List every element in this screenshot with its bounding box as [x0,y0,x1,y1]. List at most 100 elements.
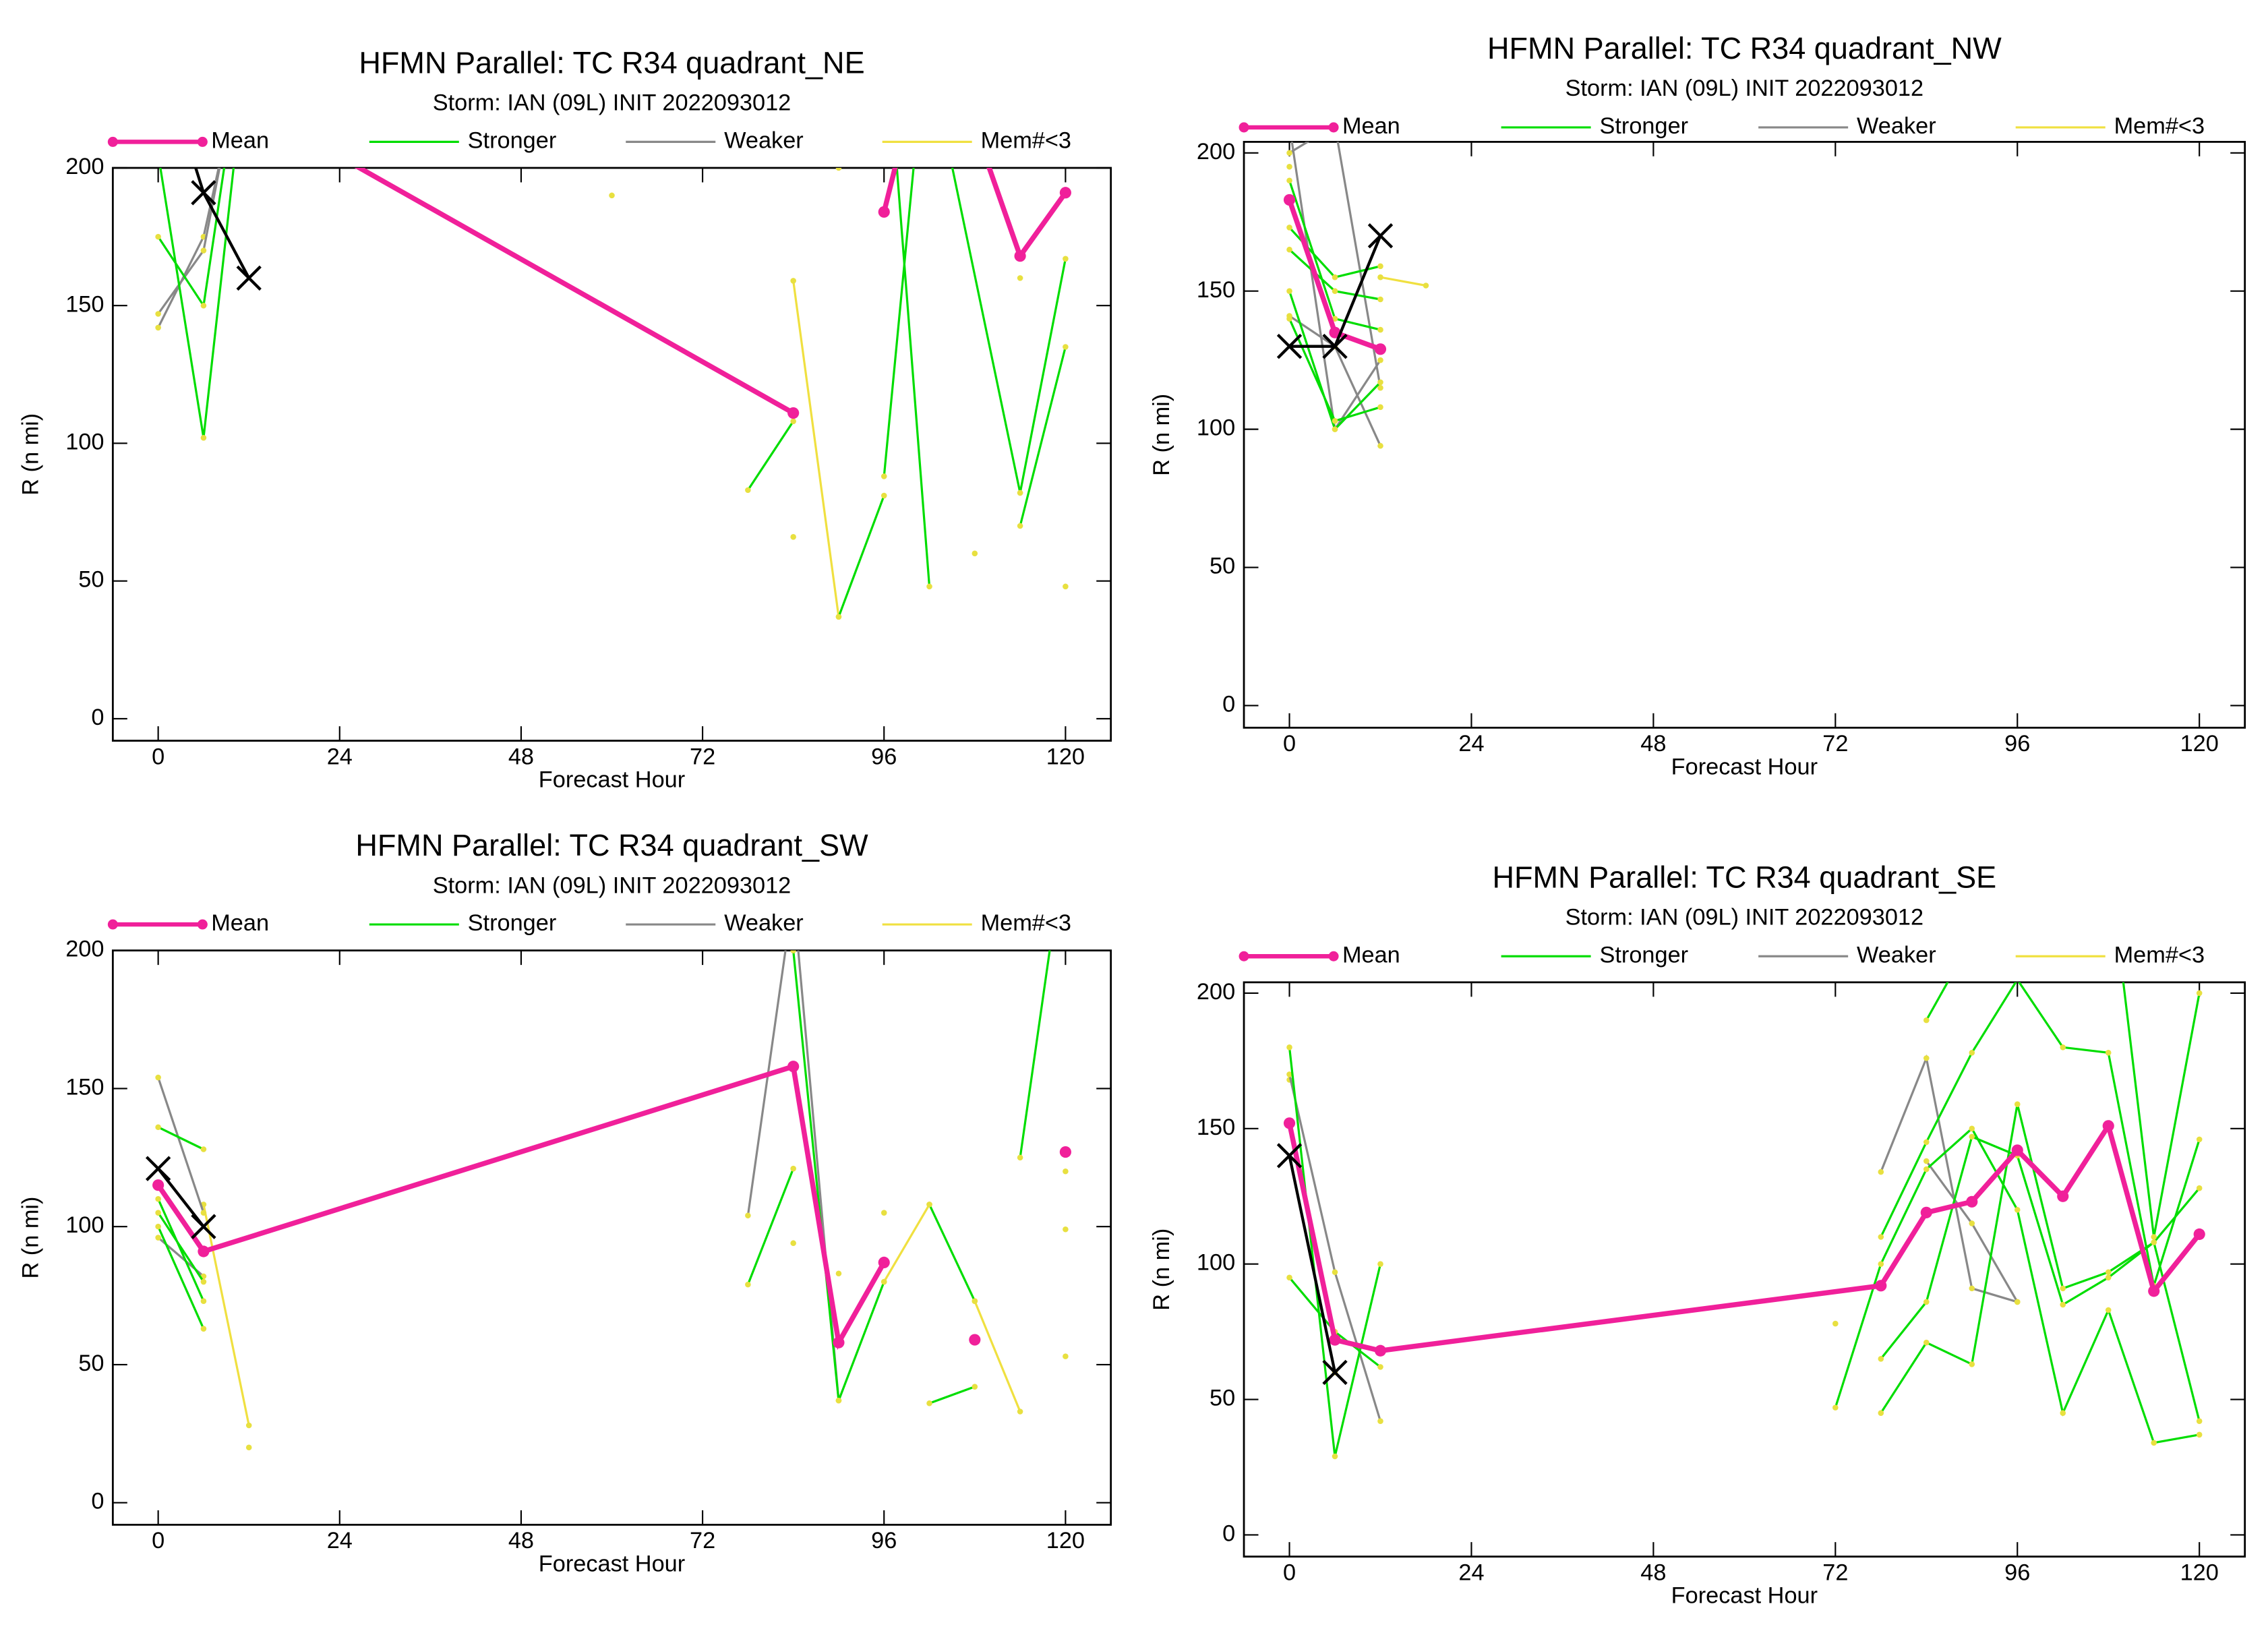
member-line-point [155,1210,161,1216]
member-line-point [246,27,252,33]
member-line-point [790,950,796,953]
member-line [157,1126,204,1150]
member-line [883,1204,930,1282]
member-line [1380,276,1427,287]
x-tick-label: 72 [690,1528,715,1553]
member-line-point [1286,163,1292,170]
legend-label: Mem#<3 [2114,113,2205,139]
member-line [157,168,220,328]
legend-label: Mean [211,910,269,936]
member-line-point [2196,1431,2203,1438]
member-line-point [790,892,796,898]
mean-line [354,168,1068,415]
mean-line-point [1283,194,1296,206]
mean-line-point [969,121,980,132]
legend-dot [197,136,208,147]
best-track-marker [145,1156,171,1181]
member-line-point [881,0,887,5]
chart-subtitle: Storm: IAN (09L) INIT 2022093012 [1565,905,1924,930]
legend-label: Mean [1342,113,1400,139]
y-axis-label: R (n mi) [18,413,43,496]
member-line-point [1377,296,1383,303]
member-line-point [790,418,796,425]
best-track-marker [236,265,262,291]
best-track-marker [1276,1143,1303,1168]
y-tick-label: 50 [78,1351,104,1376]
member-line-point [2196,990,2203,997]
member-line-point [2151,1440,2157,1446]
mean-line-point [787,1061,800,1073]
member-line-point [200,1278,207,1285]
member-line [747,420,795,491]
member-line-point [1969,1133,1975,1140]
plot-area [145,892,1071,1451]
mean-line-point [1283,1117,1296,1129]
member-line-point [1286,288,1292,294]
y-tick-label: 150 [65,1074,104,1100]
mean-line-point [1014,250,1026,262]
member-line-point [1878,1410,1884,1416]
member-line-point [1286,177,1292,184]
best-track [156,1167,205,1228]
mean-line-point [2011,1144,2023,1156]
member-line-point [200,1210,207,1216]
x-tick-label: 72 [1822,731,1848,757]
member-line-point [2014,1101,2021,1107]
member-line-point [1878,1168,1884,1175]
member-line-point [1017,1409,1023,1415]
member-line-point [881,0,887,5]
member-line-point [2015,882,2021,888]
member-line-point [1332,426,1338,432]
member-line-point [155,151,161,157]
legend-label: Stronger [468,910,557,936]
member-line-point [1878,1261,1884,1267]
mean-line-point [2102,1120,2114,1132]
member-line-point [1017,490,1023,496]
mean-line-point [924,24,935,36]
y-axis-label: R (n mi) [18,1197,43,1279]
member-line [157,168,221,315]
legend-dot [1328,951,1339,961]
member-line [157,1077,205,1214]
y-tick-label: 0 [91,1489,104,1514]
member-line-point [881,1210,887,1216]
best-track-marker [1367,223,1394,249]
member-line-point [1063,583,1069,590]
member-line [746,1168,795,1285]
legend-label: Weaker [1857,113,1936,139]
member-line-point [1969,1220,1975,1226]
member-line [1019,950,1051,1158]
member-line [202,1204,250,1426]
mean-line-point [1966,1195,1978,1208]
member-line-point [1063,1353,1069,1359]
mean-line-point [198,1245,210,1257]
member-line-point [790,534,796,540]
member-line-point [2014,1299,2021,1305]
plot-area [1276,142,1429,449]
member-line-point [1878,1356,1884,1362]
member-line-point [1377,384,1383,391]
y-tick-label: 0 [1222,1521,1235,1547]
member-line-point [1377,404,1383,411]
best-track [1288,1155,1337,1373]
member-line-point [1377,1261,1383,1267]
member-line-point [2151,1239,2157,1245]
x-tick-label: 72 [1822,1560,1848,1585]
mean-line-point [833,1336,845,1349]
member-line-point [2105,1050,2112,1056]
member-line-point [1017,1154,1023,1161]
member-line-point [835,168,842,171]
member-line [1834,1127,2200,1444]
x-tick-label: 48 [508,1528,534,1553]
member-line-point [790,278,796,284]
member-line [157,1226,205,1330]
legend-label: Stronger [1599,942,1688,968]
member-line-point [155,233,161,240]
x-tick-label: 24 [327,1528,353,1553]
member-line [951,168,1021,494]
legend-label: Mem#<3 [2114,942,2205,968]
member-line-point [2016,982,2019,983]
member-line-point [1332,316,1338,322]
